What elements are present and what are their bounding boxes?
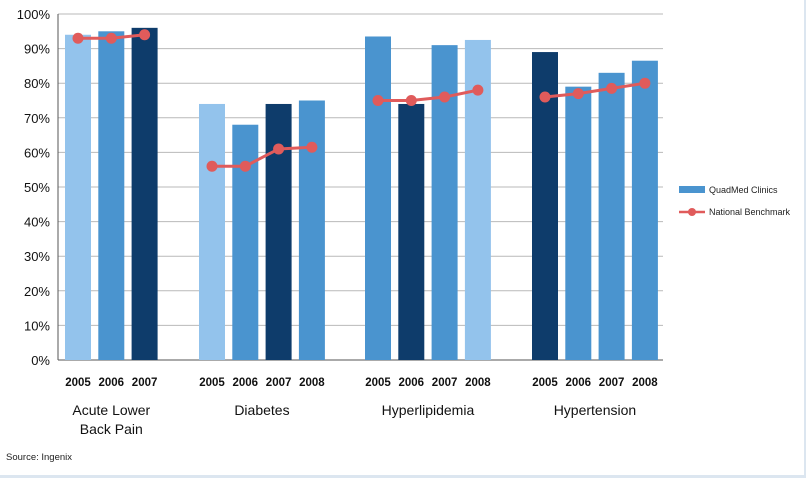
x-tick-label: 2006: [566, 377, 592, 389]
legend-swatch-marker: [688, 208, 696, 216]
benchmark-point: [639, 77, 651, 89]
y-tick-label: 50%: [24, 180, 50, 195]
legend-label-bars: QuadMed Clinics: [709, 185, 778, 195]
source-note: Source: Ingenix: [6, 452, 72, 463]
legend-label-line: National Benchmark: [709, 207, 791, 217]
x-tick-label: 2006: [233, 377, 259, 389]
x-tick-label: 2007: [132, 377, 158, 389]
x-tick-label: 2007: [432, 377, 458, 389]
y-tick-label: 90%: [24, 42, 50, 57]
benchmark-point: [539, 91, 551, 103]
y-tick-label: 40%: [24, 215, 50, 230]
benchmark-line: [212, 145, 312, 168]
y-tick-label: 0%: [31, 353, 50, 368]
x-tick-label: 2007: [266, 377, 292, 389]
x-tick-label: 2005: [532, 377, 558, 389]
benchmark-point: [139, 29, 151, 41]
bar-2006: [565, 86, 592, 360]
x-tick-label: 2005: [365, 377, 391, 389]
x-tick-label: 2008: [632, 377, 658, 389]
benchmark-line: [378, 88, 479, 102]
benchmark-point: [439, 91, 451, 103]
bar-2005: [65, 34, 91, 360]
benchmark-point: [72, 32, 84, 44]
x-tick-label: 2005: [199, 377, 225, 389]
category-label: Hyperlipidemia: [382, 402, 475, 418]
benchmark-line: [544, 81, 646, 99]
x-tick-label: 2006: [399, 377, 425, 389]
bar-2006: [398, 103, 425, 361]
legend-swatch-bars: [679, 186, 705, 193]
bar-2005: [365, 36, 391, 361]
bar-2007: [598, 72, 625, 360]
y-tick-label: 60%: [24, 145, 50, 160]
bar-2007: [265, 103, 292, 361]
bar-2006: [98, 31, 125, 361]
category-label: Diabetes: [234, 402, 289, 418]
y-tick-label: 70%: [24, 111, 50, 126]
category-label: Back Pain: [80, 421, 143, 437]
x-tick-label: 2005: [65, 377, 91, 389]
benchmark-point: [239, 160, 251, 172]
bar-2008: [298, 100, 325, 360]
benchmark-point: [405, 95, 417, 106]
benchmark-point: [206, 160, 218, 172]
y-tick-label: 80%: [24, 76, 50, 91]
bar-2007: [131, 27, 158, 361]
benchmark-point: [472, 84, 484, 96]
benchmark-point: [273, 143, 285, 155]
benchmark-point: [606, 82, 618, 94]
benchmark-point: [306, 141, 318, 153]
x-tick-label: 2007: [599, 377, 625, 389]
x-tick-label: 2008: [299, 377, 325, 389]
bar-2005: [199, 103, 225, 361]
benchmark-point: [372, 95, 384, 106]
y-tick-label: 30%: [24, 249, 50, 264]
y-tick-label: 20%: [24, 284, 50, 299]
bar-2008: [631, 60, 658, 361]
x-tick-label: 2006: [99, 377, 125, 389]
benchmark-point: [572, 88, 584, 100]
benchmark-point: [105, 32, 117, 44]
x-tick-label: 2008: [465, 377, 491, 389]
bar-2005: [532, 52, 558, 361]
y-tick-label: 100%: [17, 7, 51, 22]
category-label: Hypertension: [554, 402, 637, 418]
category-label: Acute Lower: [72, 402, 150, 418]
y-tick-label: 10%: [24, 318, 50, 333]
